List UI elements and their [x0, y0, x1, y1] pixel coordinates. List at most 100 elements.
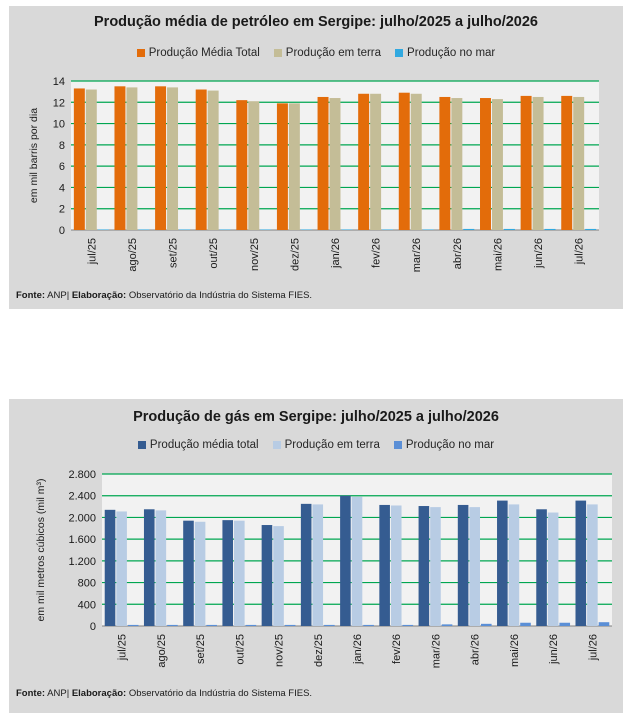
bar: [480, 623, 492, 626]
bar: [127, 624, 139, 626]
bar: [288, 103, 300, 230]
y-tick-label: 800: [78, 578, 96, 590]
bar: [341, 229, 353, 230]
y-axis-label: em mil barris por dia: [28, 108, 40, 203]
x-tick-label: dez/25: [313, 634, 325, 667]
legend-label: Produção em terra: [285, 47, 382, 59]
bar: [390, 505, 402, 626]
bar: [370, 93, 382, 231]
bar: [480, 98, 491, 231]
bar: [312, 504, 324, 626]
x-tick-label: nov/25: [274, 634, 286, 667]
y-tick-label: 12: [53, 97, 65, 109]
bar: [457, 504, 469, 626]
bar: [520, 622, 531, 626]
legend-swatch: [272, 441, 281, 449]
legend-label: Produção no mar: [407, 47, 496, 59]
y-tick-label: 0: [59, 225, 65, 237]
x-tick-label: out/25: [208, 238, 220, 269]
bar: [503, 228, 515, 230]
source-note: Fonte: ANP| Elaboração: Observatório da …: [16, 688, 313, 699]
bar: [463, 228, 475, 230]
x-tick-label: set/25: [195, 634, 207, 664]
legend-swatch: [137, 441, 146, 449]
legend-item: Produção média total: [137, 439, 259, 451]
chart-title: Produção média de petróleo em Sergipe: j…: [94, 14, 538, 30]
legend-label: Produção Média Total: [148, 47, 260, 59]
legend-swatch: [395, 49, 404, 57]
chart-legend: Produção média total Produção em terra P…: [9, 439, 623, 451]
x-tick-label: jun/26: [548, 634, 560, 665]
bar: [219, 229, 231, 230]
legend-swatch: [136, 49, 145, 57]
gas-chart-panel: Produção de gás em Sergipe: julho/2025 a…: [9, 399, 623, 713]
legend-label: Produção no mar: [405, 439, 495, 451]
bar: [300, 503, 312, 626]
bar: [363, 624, 374, 626]
bar: [430, 507, 441, 626]
bar: [276, 103, 288, 230]
bar: [207, 90, 219, 230]
bar: [195, 89, 207, 230]
bar: [561, 95, 573, 231]
bar: [245, 624, 257, 626]
legend-item: Produção em terra: [273, 47, 382, 59]
bar: [73, 88, 85, 230]
gas-bar-chart: 0 400 800 1.200 1.600 2.000 2.400 2.800 jul/25 ag…: [35, 469, 612, 668]
bar: [532, 96, 544, 230]
x-tick-label: jan/26: [352, 634, 364, 665]
x-tick-label: jul/26: [587, 634, 599, 661]
x-tick-label: mar/26: [430, 634, 442, 668]
bar: [261, 525, 273, 626]
bar: [469, 507, 480, 626]
legend-label: Produção em terra: [284, 439, 380, 451]
bar: [587, 504, 598, 626]
bar: [317, 96, 329, 230]
x-tick-label: jul/25: [117, 634, 129, 661]
legend-item: Produção Média Total: [136, 47, 260, 59]
bar: [222, 520, 234, 626]
bar: [340, 495, 351, 626]
chart-legend: Produção Média Total Produção em terra P…: [9, 47, 623, 59]
x-tick-label: abr/26: [452, 238, 464, 269]
bar: [300, 229, 312, 230]
bar: [155, 510, 167, 626]
bar: [167, 624, 178, 626]
bar: [351, 496, 363, 626]
bar: [97, 229, 109, 230]
bar: [206, 624, 217, 626]
x-tick-label: jul/26: [574, 238, 586, 265]
bar: [544, 228, 556, 230]
bar: [167, 87, 179, 230]
bar: [236, 100, 248, 231]
y-tick-label: 6: [59, 161, 65, 173]
bar: [358, 93, 370, 231]
chart-title: Produção de gás em Sergipe: julho/2025 a…: [133, 409, 499, 425]
bar: [273, 526, 284, 626]
y-tick-label: 4: [59, 182, 65, 194]
bar: [402, 624, 414, 626]
x-tick-label: mai/26: [509, 634, 521, 667]
bar: [575, 500, 587, 626]
y-tick-label: 0: [90, 621, 96, 633]
bar: [508, 504, 520, 626]
y-tick-label: 2.000: [68, 512, 96, 524]
bar: [114, 86, 126, 230]
legend-item: Produção no mar: [395, 47, 495, 59]
y-tick-label: 1.600: [68, 534, 96, 546]
y-tick-label: 8: [59, 140, 65, 152]
bar: [441, 624, 453, 626]
legend-swatch: [273, 49, 282, 57]
bar: [547, 512, 559, 626]
x-tick-label: jul/25: [86, 238, 98, 265]
bar: [183, 520, 194, 626]
y-tick-label: 2.800: [68, 469, 96, 481]
bar: [398, 92, 410, 230]
bar: [422, 229, 434, 230]
x-tick-label: fev/26: [391, 634, 403, 664]
bar: [520, 95, 532, 231]
bar: [451, 98, 463, 231]
bar: [491, 99, 503, 230]
x-tick-label: out/25: [234, 634, 246, 665]
bar: [536, 509, 547, 626]
